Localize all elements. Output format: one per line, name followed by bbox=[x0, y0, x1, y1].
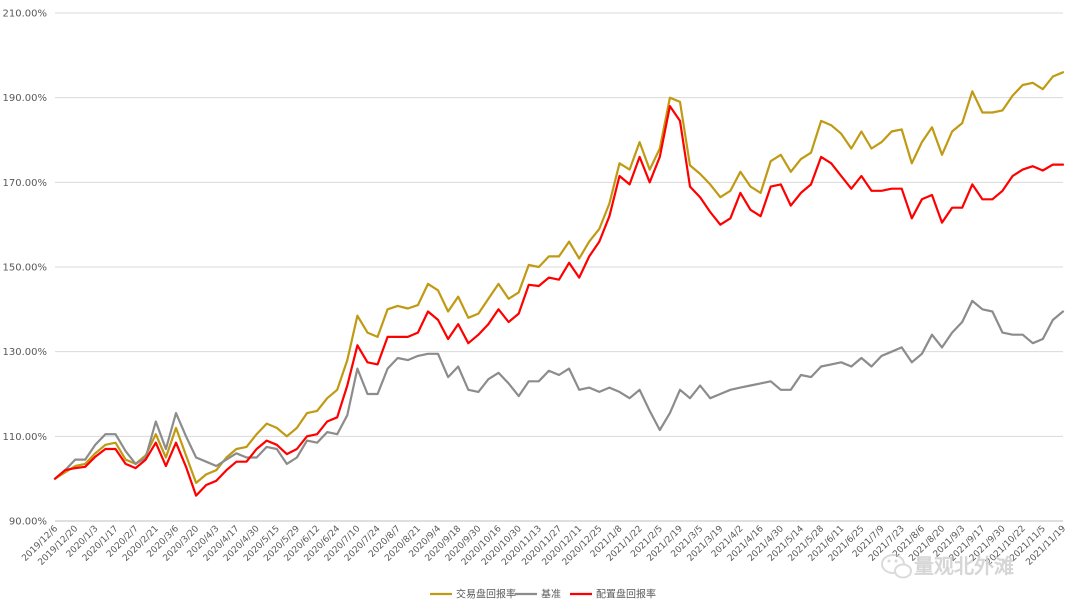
gridlines bbox=[55, 12, 1063, 522]
series-line-1 bbox=[53, 299, 1065, 480]
y-tick-label: 130.00% bbox=[3, 347, 48, 358]
legend-label-2: 配置盘回报率 bbox=[596, 588, 656, 601]
y-tick-label: 150.00% bbox=[3, 263, 48, 274]
x-axis: 2019/12/62019/12/202020/1/32020/1/172020… bbox=[20, 520, 1068, 568]
y-tick-label: 170.00% bbox=[3, 178, 48, 189]
y-tick-label: 190.00% bbox=[3, 93, 48, 104]
watermark-text: 量观北外滩 bbox=[914, 554, 1014, 578]
y-axis: 90.00% 110.00% 130.00% 150.00% 170.00% 190.00… bbox=[3, 9, 48, 528]
series-line-2 bbox=[53, 104, 1065, 497]
y-tick-label: 210.00% bbox=[3, 9, 48, 20]
legend-label-1: 基准 bbox=[541, 588, 561, 601]
y-tick-label: 110.00% bbox=[3, 432, 48, 443]
legend: 交易盘回报率 基准 配置盘回报率 bbox=[430, 588, 656, 601]
wechat-logo-icon bbox=[881, 554, 912, 579]
series-lines bbox=[53, 71, 1065, 497]
legend-label-0: 交易盘回报率 bbox=[456, 588, 516, 601]
watermark: 量观北外滩 bbox=[881, 554, 1014, 579]
y-tick-label: 90.00% bbox=[9, 517, 47, 528]
